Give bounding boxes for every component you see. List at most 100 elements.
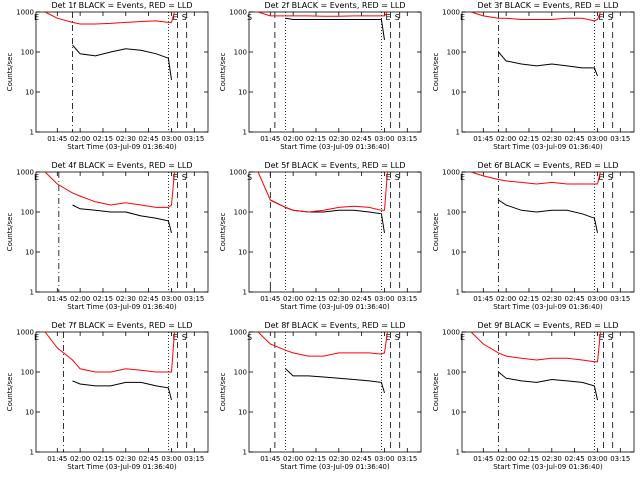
x-axis-label: Start Time (03-Jul-09 01:36:40) [280, 303, 390, 311]
marker-label: E [173, 13, 178, 22]
x-axis-label: Start Time (03-Jul-09 01:36:40) [493, 303, 603, 311]
x-tick-label: 03:00 [374, 455, 394, 463]
x-tick-label: 02:45 [352, 295, 372, 303]
panel: Det 7f BLACK = Events, RED = LLD Counts/s… [6, 321, 209, 471]
plot-frame [248, 171, 422, 293]
y-tick-label: 1 [30, 129, 34, 137]
y-tick-label: 10 [238, 89, 247, 97]
y-tick-label: 1000 [442, 329, 460, 337]
x-tick-label: 02:15 [519, 295, 539, 303]
plot-frame [35, 171, 209, 293]
panel: Det 6f BLACK = Events, RED = LLD Counts/s… [432, 161, 635, 311]
x-tick-label: 02:15 [306, 455, 326, 463]
y-tick-label: 1000 [442, 169, 460, 177]
x-tick-label: 02:45 [352, 135, 372, 143]
plot-frame [248, 331, 422, 453]
plot-frame [461, 331, 635, 453]
y-axis-label: Counts/sec [6, 373, 14, 412]
y-tick-label: 1000 [442, 9, 460, 17]
y-tick-label: 1 [243, 129, 247, 137]
x-tick-label: 02:45 [139, 455, 159, 463]
x-tick-label: 03:15 [397, 135, 417, 143]
x-axis-label: Start Time (03-Jul-09 01:36:40) [493, 143, 603, 151]
marker-label: E [386, 173, 391, 182]
y-axis-label: Counts/sec [219, 373, 227, 412]
panel: Det 5f BLACK = Events, RED = LLD Counts/s… [219, 161, 422, 311]
x-tick-label: 02:15 [306, 295, 326, 303]
y-tick-label: 1 [30, 289, 34, 297]
x-tick-label: 03:15 [184, 295, 204, 303]
x-tick-label: 03:00 [161, 135, 181, 143]
x-tick-label: 02:30 [542, 295, 562, 303]
x-tick-label: 02:30 [542, 455, 562, 463]
series-line [44, 11, 175, 25]
x-tick-label: 03:15 [397, 455, 417, 463]
y-tick-label: 10 [238, 409, 247, 417]
x-tick-label: 02:45 [565, 295, 585, 303]
marker-label: S [247, 173, 252, 182]
x-tick-label: 01:45 [260, 455, 280, 463]
x-tick-label: 03:15 [184, 455, 204, 463]
series-line [285, 368, 385, 394]
x-tick-label: 01:45 [473, 455, 493, 463]
y-tick-label: 1000 [229, 169, 247, 177]
x-tick-label: 02:00 [70, 295, 90, 303]
x-tick-label: 02:30 [116, 455, 136, 463]
marker-label: E [460, 173, 465, 182]
x-tick-label: 02:15 [93, 135, 113, 143]
y-tick-label: 1 [456, 129, 460, 137]
x-tick-label: 02:00 [283, 455, 303, 463]
y-tick-label: 1000 [16, 329, 34, 337]
x-tick-label: 02:30 [116, 135, 136, 143]
y-axis-label: Counts/sec [432, 373, 440, 412]
y-axis-label: Counts/sec [432, 213, 440, 252]
x-tick-label: 02:30 [542, 135, 562, 143]
marker-label: S [608, 13, 613, 22]
series-line [470, 171, 601, 185]
x-tick-label: 02:30 [329, 295, 349, 303]
y-tick-label: 1000 [229, 9, 247, 17]
chart-title: Det 1f BLACK = Events, RED = LLD [51, 1, 192, 10]
x-tick-label: 03:15 [610, 455, 630, 463]
series-line [257, 11, 388, 17]
plot-frame [248, 11, 422, 133]
x-tick-label: 03:00 [587, 135, 607, 143]
x-tick-label: 02:00 [496, 455, 516, 463]
x-tick-label: 02:45 [139, 295, 159, 303]
x-tick-label: 03:00 [587, 455, 607, 463]
y-tick-label: 100 [21, 369, 34, 377]
panel: Det 3f BLACK = Events, RED = LLD Counts/s… [432, 1, 635, 151]
series-line [470, 331, 601, 363]
x-axis-label: Start Time (03-Jul-09 01:36:40) [67, 143, 177, 151]
y-tick-label: 10 [25, 409, 34, 417]
series-line [285, 17, 385, 41]
marker-label: E [599, 173, 604, 182]
x-tick-label: 01:45 [473, 295, 493, 303]
x-tick-label: 01:45 [473, 135, 493, 143]
series-line [72, 380, 172, 401]
chart-title: Det 4f BLACK = Events, RED = LLD [51, 161, 192, 170]
marker-label: E [460, 333, 465, 342]
y-tick-label: 100 [21, 209, 34, 217]
y-axis-label: Counts/sec [432, 53, 440, 92]
x-tick-label: 03:00 [374, 135, 394, 143]
plot-frame [461, 11, 635, 133]
marker-label: S [182, 333, 187, 342]
y-axis-label: Counts/sec [219, 213, 227, 252]
y-tick-label: 10 [451, 409, 460, 417]
x-axis-label: Start Time (03-Jul-09 01:36:40) [280, 463, 390, 471]
marker-label: S [182, 173, 187, 182]
x-tick-label: 01:45 [260, 295, 280, 303]
marker-label: S [395, 13, 400, 22]
series-line [498, 371, 598, 401]
series-line [498, 51, 598, 77]
x-axis-label: Start Time (03-Jul-09 01:36:40) [493, 463, 603, 471]
marker-label: E [173, 173, 178, 182]
y-axis-label: Counts/sec [219, 53, 227, 92]
marker-label: S [247, 13, 252, 22]
plot-frame [461, 171, 635, 293]
y-tick-label: 1 [456, 449, 460, 457]
x-tick-label: 02:15 [93, 455, 113, 463]
x-tick-label: 03:15 [610, 295, 630, 303]
